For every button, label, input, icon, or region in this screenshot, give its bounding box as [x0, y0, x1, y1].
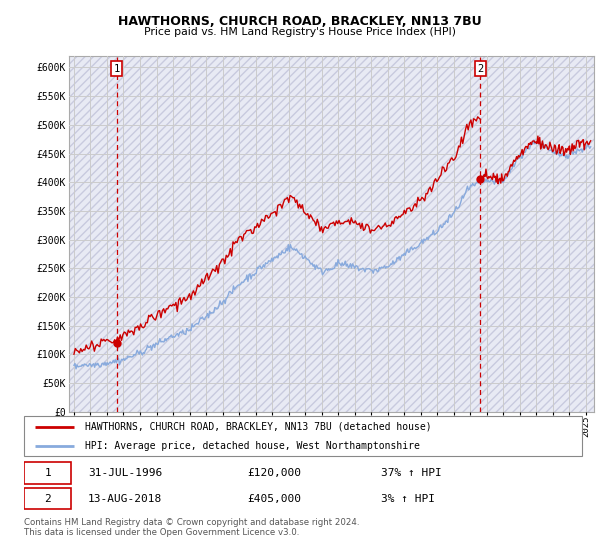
Text: HAWTHORNS, CHURCH ROAD, BRACKLEY, NN13 7BU: HAWTHORNS, CHURCH ROAD, BRACKLEY, NN13 7…	[118, 15, 482, 28]
Text: 3% ↑ HPI: 3% ↑ HPI	[381, 493, 435, 503]
FancyBboxPatch shape	[24, 463, 71, 484]
Text: HPI: Average price, detached house, West Northamptonshire: HPI: Average price, detached house, West…	[85, 441, 420, 450]
Text: £120,000: £120,000	[247, 468, 301, 478]
Text: 2: 2	[477, 64, 484, 74]
Text: 37% ↑ HPI: 37% ↑ HPI	[381, 468, 442, 478]
Text: Contains HM Land Registry data © Crown copyright and database right 2024.
This d: Contains HM Land Registry data © Crown c…	[24, 518, 359, 538]
Text: HAWTHORNS, CHURCH ROAD, BRACKLEY, NN13 7BU (detached house): HAWTHORNS, CHURCH ROAD, BRACKLEY, NN13 7…	[85, 422, 432, 432]
Text: 13-AUG-2018: 13-AUG-2018	[88, 493, 163, 503]
Text: 2: 2	[44, 493, 52, 503]
Text: £405,000: £405,000	[247, 493, 301, 503]
Text: 1: 1	[44, 468, 52, 478]
FancyBboxPatch shape	[24, 416, 582, 456]
Text: Price paid vs. HM Land Registry's House Price Index (HPI): Price paid vs. HM Land Registry's House …	[144, 27, 456, 37]
Text: 1: 1	[113, 64, 119, 74]
Text: 31-JUL-1996: 31-JUL-1996	[88, 468, 163, 478]
FancyBboxPatch shape	[24, 488, 71, 509]
Bar	[69, 56, 594, 412]
